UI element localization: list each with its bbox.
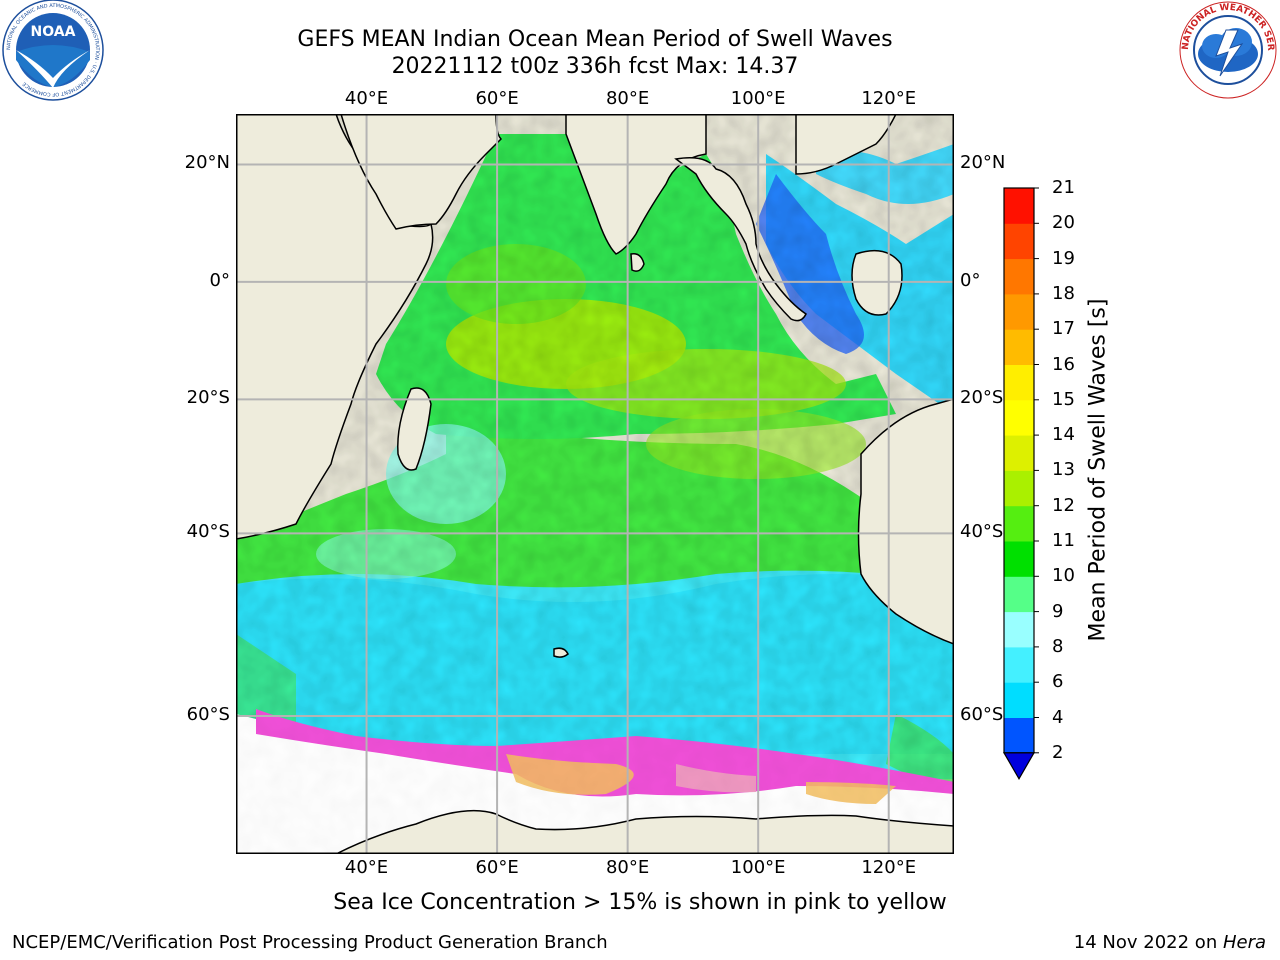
lon-label-top: 80°E <box>605 88 650 109</box>
colorbar-tick-label: 6 <box>1052 671 1064 693</box>
colorbar-swatch <box>1004 541 1034 577</box>
lon-label-bottom: 40°E <box>344 857 389 878</box>
colorbar-tick-label: 10 <box>1052 565 1075 587</box>
lat-label-left: 40°S <box>186 521 230 543</box>
colorbar-tick-label: 18 <box>1052 282 1075 304</box>
colorbar-title: Mean Period of Swell Waves [s] <box>1085 298 1111 642</box>
colorbar-swatch <box>1004 258 1034 295</box>
footer-date: 14 Nov 2022 on Hera <box>1074 932 1266 953</box>
colorbar-swatch <box>1004 470 1034 507</box>
colorbar-swatch <box>1004 717 1034 754</box>
lat-label-right: 0° <box>960 269 981 291</box>
map-panel <box>236 114 954 854</box>
colorbar-tick-label: 2 <box>1052 741 1064 763</box>
lat-label-right: 20°N <box>960 152 1006 174</box>
colorbar-tick-label: 9 <box>1052 600 1064 622</box>
colorbar-swatch <box>1004 293 1034 330</box>
colorbar-swatch <box>1004 646 1034 683</box>
colorbar-tick-label: 21 <box>1052 177 1075 198</box>
gridlines <box>236 114 954 854</box>
lat-label-right: 20°S <box>960 387 1004 409</box>
colorbar-swatch <box>1004 505 1034 542</box>
sea-ice-note: Sea Ice Concentration > 15% is shown in … <box>333 890 947 915</box>
colorbar-tick-label: 8 <box>1052 635 1064 657</box>
lon-label-bottom: 60°E <box>475 857 519 878</box>
lon-label-top: 40°E <box>344 88 389 109</box>
colorbar-swatch <box>1004 435 1034 471</box>
colorbar-tick-label: 12 <box>1052 494 1075 516</box>
noaa-logo: NOAA NATIONAL OCEANIC AND ATMOSPHERIC AD… <box>0 0 106 106</box>
footer-credit: NCEP/EMC/Verification Post Processing Pr… <box>12 932 608 953</box>
lon-label-top: 120°E <box>861 88 917 109</box>
lat-label-left: 20°S <box>186 387 230 409</box>
colorbar-tick-label: 15 <box>1052 388 1075 410</box>
lon-label-bottom: 100°E <box>730 857 786 878</box>
footer-host: Hera <box>1222 932 1266 953</box>
colorbar <box>1000 186 1040 786</box>
colorbar-swatch <box>1004 223 1034 260</box>
lon-label-top: 60°E <box>475 88 519 109</box>
colorbar-tick-label: 19 <box>1052 247 1075 269</box>
lat-label-left: 60°S <box>186 704 230 726</box>
chart-subtitle: 20221112 t00z 336h fcst Max: 14.37 <box>391 54 799 79</box>
footer-date-text: 14 Nov 2022 on <box>1073 932 1223 953</box>
colorbar-swatch <box>1004 399 1034 436</box>
lat-label-left: 0° <box>209 269 230 291</box>
swell-period-map <box>236 114 954 854</box>
colorbar-tick-label: 17 <box>1052 318 1075 340</box>
noaa-logo-text: NOAA <box>31 24 76 40</box>
map-frame <box>236 114 954 854</box>
colorbar-swatch <box>1004 364 1034 401</box>
lon-label-bottom: 80°E <box>605 857 650 878</box>
colorbar-tick-label: 11 <box>1052 530 1075 551</box>
colorbar-swatch <box>1004 611 1034 648</box>
colorbar-tick-label: 14 <box>1052 424 1075 446</box>
lat-label-right: 40°S <box>960 521 1004 543</box>
colorbar-swatch <box>1004 188 1034 224</box>
chart-title: GEFS MEAN Indian Ocean Mean Period of Sw… <box>297 27 893 52</box>
lat-label-right: 60°S <box>960 704 1004 726</box>
colorbar-under-triangle <box>1002 752 1036 781</box>
colorbar-tick-label: 20 <box>1052 212 1075 234</box>
lon-label-top: 100°E <box>730 88 786 109</box>
colorbar-swatch <box>1004 329 1034 365</box>
lon-label-bottom: 120°E <box>861 857 917 878</box>
colorbar-tick-label: 4 <box>1052 706 1064 728</box>
lat-label-left: 20°N <box>184 152 230 174</box>
colorbar-tick-label: 16 <box>1052 353 1075 375</box>
colorbar-swatch <box>1004 682 1034 718</box>
colorbar-tick-label: 13 <box>1052 459 1075 481</box>
nws-logo: NATIONAL WEATHER SERVICE <box>1173 0 1280 104</box>
colorbar-swatch <box>1004 576 1034 613</box>
